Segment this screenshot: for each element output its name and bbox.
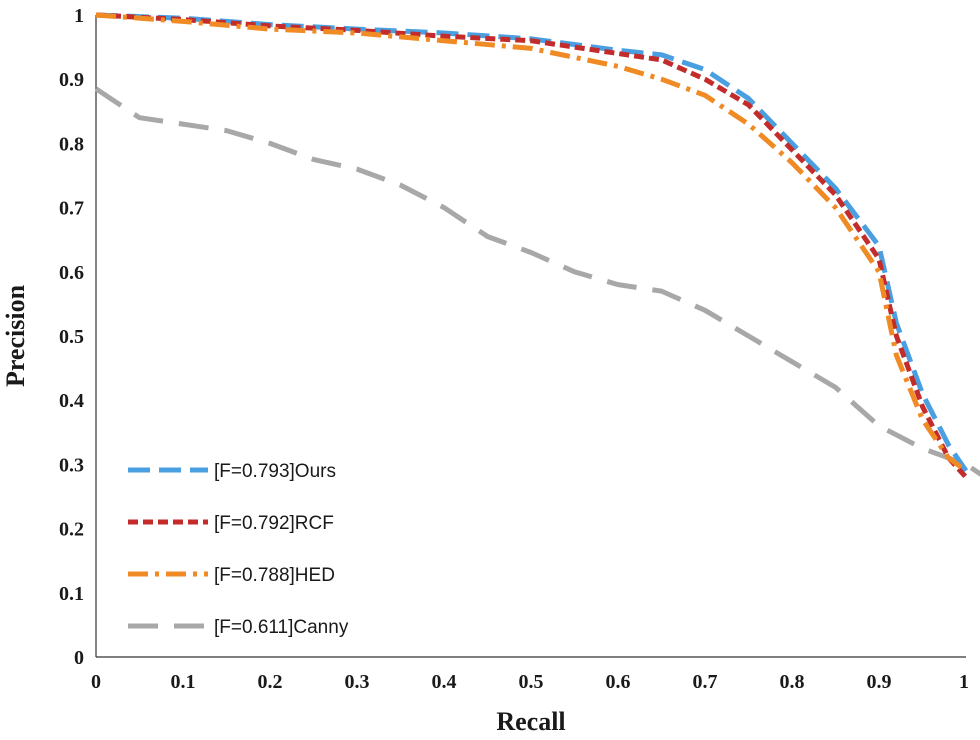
- legend-label: [F=0.792]RCF: [214, 513, 334, 534]
- legend-label: [F=0.788]HED: [214, 565, 335, 586]
- x-tick-label: 0.5: [519, 671, 544, 693]
- x-tick-label: 0.4: [432, 671, 457, 693]
- x-tick-label: 0.6: [606, 671, 631, 693]
- x-tick-label: 0.7: [693, 671, 718, 693]
- x-axis-title: Recall: [496, 707, 565, 736]
- x-tick-label: 0.2: [258, 671, 283, 693]
- legend: [F=0.793]Ours [F=0.792]RCF [F=0.788]HED [F=…: [128, 461, 349, 638]
- y-tick-label: 1: [74, 5, 84, 27]
- x-tick-label: 1: [959, 671, 969, 693]
- legend-label: [F=0.793]Ours: [214, 461, 336, 482]
- x-tick-label: 0.3: [345, 671, 370, 693]
- y-tick-label: 0.7: [59, 198, 84, 220]
- y-tick-label: 0.3: [59, 454, 84, 476]
- x-tick-label: 0.1: [171, 671, 196, 693]
- x-tick-label: 0.9: [867, 671, 892, 693]
- y-tick-label: 0.1: [59, 583, 84, 605]
- y-tick-label: 0.2: [59, 519, 84, 541]
- series-line-3: [95, 12, 968, 473]
- series-lines: [94, 12, 980, 479]
- y-tick-label: 0.5: [59, 326, 84, 348]
- y-tick-label: 0.6: [59, 262, 84, 284]
- y-axis-title: Precision: [1, 284, 30, 387]
- series-line-1: [95, 12, 969, 473]
- series-line-4: [94, 86, 980, 477]
- legend-label: [F=0.611]Canny: [214, 617, 349, 638]
- y-tick-label: 0.8: [59, 133, 84, 155]
- y-tick-label: 0: [74, 647, 84, 669]
- x-tick-labels: 0 0.1 0.2 0.3 0.4 0.5 0.6 0.7 0.8 0.9 1: [91, 671, 969, 693]
- y-tick-label: 0.9: [59, 69, 84, 91]
- x-tick-label: 0.8: [780, 671, 805, 693]
- x-tick-label: 0: [91, 671, 101, 693]
- y-tick-label: 0.4: [59, 390, 84, 412]
- series-line-2: [95, 12, 968, 479]
- plot-frame: [95, 15, 966, 658]
- y-tick-labels: 0 0.1 0.2 0.3 0.4 0.5 0.6 0.7 0.8 0.9 1: [59, 5, 84, 669]
